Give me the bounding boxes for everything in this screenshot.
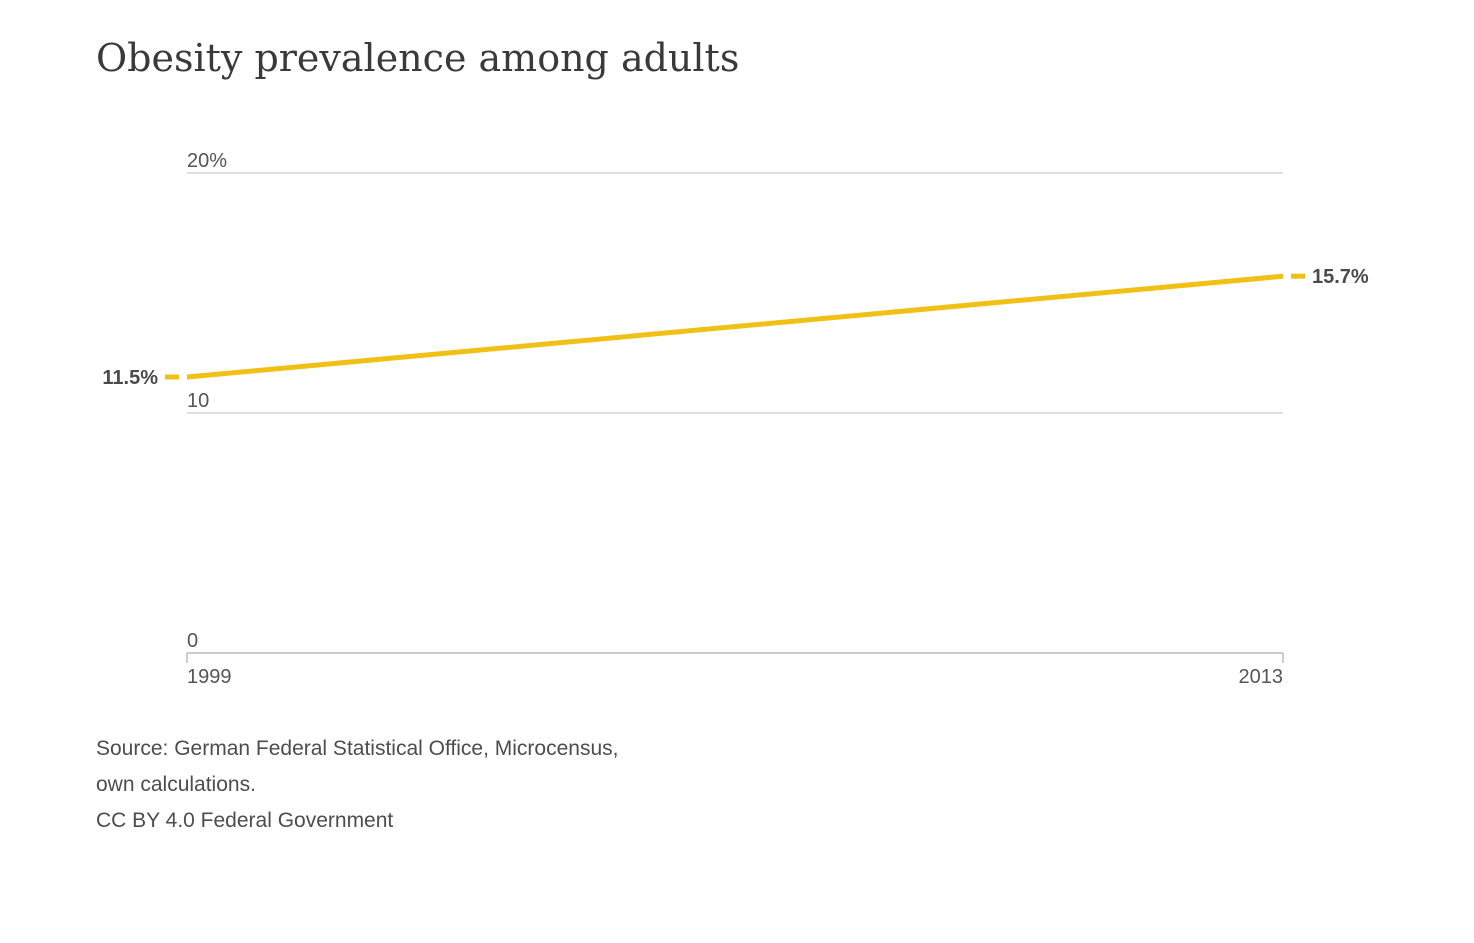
series-line-0 (186, 273, 1284, 380)
chart-title: Obesity prevalence among adults (96, 36, 740, 80)
data-label-1999: 11.5% (102, 367, 158, 389)
y-axis-tick-labels: 20% 10 0 (187, 150, 227, 652)
data-labels: 11.5% 15.7% (102, 266, 1369, 389)
y-tick-label-1: 10 (187, 390, 209, 412)
license-line: CC BY 4.0 Federal Government (96, 809, 394, 832)
x-tick-label-1: 2013 (1239, 666, 1284, 688)
data-label-2013: 15.7% (1312, 266, 1369, 288)
data-series (165, 273, 1305, 380)
source-note: Source: German Federal Statistical Offic… (96, 731, 618, 839)
x-axis-tick-labels: 1999 2013 (187, 666, 1283, 688)
y-tick-label-2: 0 (187, 630, 198, 652)
gridlines (186, 172, 1284, 663)
source-line-1: Source: German Federal Statistical Offic… (96, 737, 619, 760)
y-tick-label-0: 20% (187, 150, 227, 172)
source-line-2: own calculations. (96, 773, 256, 796)
x-tick-label-0: 1999 (187, 666, 232, 688)
